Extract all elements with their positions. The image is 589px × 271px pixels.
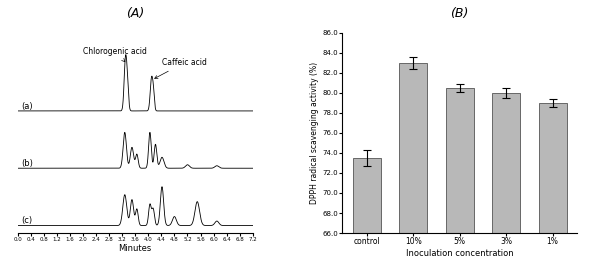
Text: (a): (a) xyxy=(21,102,32,111)
Text: (B): (B) xyxy=(451,8,469,21)
X-axis label: Minutes: Minutes xyxy=(118,244,152,253)
Text: (A): (A) xyxy=(126,8,144,21)
Bar xyxy=(492,93,520,271)
Bar xyxy=(399,63,427,271)
Text: Chlorogenic acid: Chlorogenic acid xyxy=(83,47,147,62)
X-axis label: Inoculation concentration: Inoculation concentration xyxy=(406,249,514,258)
Text: (c): (c) xyxy=(21,217,32,225)
Bar xyxy=(446,88,474,271)
Bar xyxy=(539,103,567,271)
Bar xyxy=(353,158,380,271)
Y-axis label: DPPH radical scavenging activity (%): DPPH radical scavenging activity (%) xyxy=(310,62,319,204)
Text: Caffeic acid: Caffeic acid xyxy=(155,58,207,78)
Text: (b): (b) xyxy=(21,159,33,168)
